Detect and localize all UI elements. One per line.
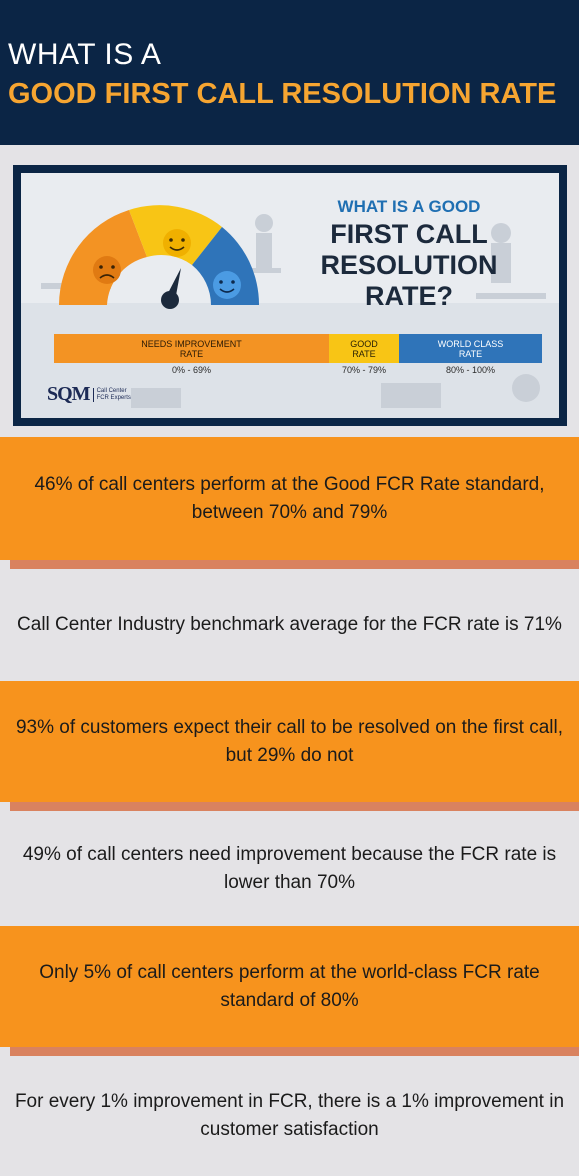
scale-label-2: RATE — [458, 348, 483, 359]
scale-label: GOOD — [350, 338, 378, 349]
scale-world-class: WORLD CLASS RATE — [399, 334, 542, 363]
fact-text: 46% of call centers perform at the Good … — [34, 473, 545, 523]
sad-face-icon — [93, 256, 121, 284]
hero-title-line1: FIRST CALL — [330, 219, 488, 249]
header-title-line2: GOOD FIRST CALL RESOLUTION RATE — [8, 78, 557, 110]
fact-text: 49% of call centers need improvement bec… — [22, 843, 557, 893]
range-world-class: 80% - 100% — [445, 365, 496, 375]
scale-label: NEEDS IMPROVEMENT — [141, 338, 242, 349]
hero-image-frame: WHAT IS A GOOD FIRST CALL RESOLUTION RAT… — [13, 165, 567, 426]
logo-mark: SQM — [47, 383, 91, 405]
fact-band-4: 49% of call centers need improvement bec… — [0, 811, 579, 926]
hero-title-big: FIRST CALL RESOLUTION RATE? — [284, 219, 534, 312]
hero-title-line2: RESOLUTION — [320, 250, 498, 280]
fact-text: Call Center Industry benchmark average f… — [17, 614, 562, 635]
logo-sub2: FCR Experts — [96, 394, 131, 401]
fcr-gauge-icon — [59, 205, 259, 309]
fact-text: Only 5% of call centers perform at the w… — [39, 961, 540, 1011]
range-needs-improvement: 0% - 69% — [171, 365, 212, 375]
happy-face-icon — [163, 229, 191, 257]
fact-band-2: Call Center Industry benchmark average f… — [0, 569, 579, 681]
scale-label: WORLD CLASS — [437, 338, 504, 349]
fact-band-3: 93% of customers expect their call to be… — [0, 681, 579, 802]
hero-title-small: WHAT IS A GOOD — [337, 197, 481, 216]
fact-text: For every 1% improvement in FCR, there i… — [14, 1091, 565, 1140]
fact-text: 93% of customers expect their call to be… — [15, 716, 564, 766]
logo-sub1: Call Center — [96, 387, 127, 394]
fact-band-1: 46% of call centers perform at the Good … — [0, 437, 579, 560]
sqm-logo: SQM Call Center FCR Experts — [47, 383, 131, 406]
logo-subtitle: Call Center FCR Experts — [92, 387, 131, 402]
hero-image: WHAT IS A GOOD FIRST CALL RESOLUTION RAT… — [21, 173, 559, 418]
range-good: 70% - 79% — [341, 365, 387, 375]
scale-label-2: RATE — [352, 348, 376, 359]
rate-scale-bar: NEEDS IMPROVEMENT RATE GOOD RATE WORLD CLA… — [54, 334, 542, 363]
band-shadow-strip — [10, 560, 579, 569]
hero-title-line3: RATE? — [365, 281, 453, 311]
rate-ranges: 0% - 69% 70% - 79% 80% - 100% — [54, 365, 542, 379]
header-banner: WHAT IS A GOOD FIRST CALL RESOLUTION RAT… — [0, 0, 579, 145]
smiling-face-icon — [213, 271, 241, 299]
band-shadow-strip — [10, 802, 579, 811]
scale-good: GOOD RATE — [329, 334, 399, 363]
header-title-line1: WHAT IS A — [8, 38, 162, 71]
fact-band-5: Only 5% of call centers perform at the w… — [0, 926, 579, 1047]
fact-band-6: For every 1% improvement in FCR, there i… — [0, 1056, 579, 1176]
scale-label-2: RATE — [179, 348, 204, 359]
scale-needs-improvement: NEEDS IMPROVEMENT RATE — [54, 334, 329, 363]
band-shadow-strip — [10, 1047, 579, 1056]
